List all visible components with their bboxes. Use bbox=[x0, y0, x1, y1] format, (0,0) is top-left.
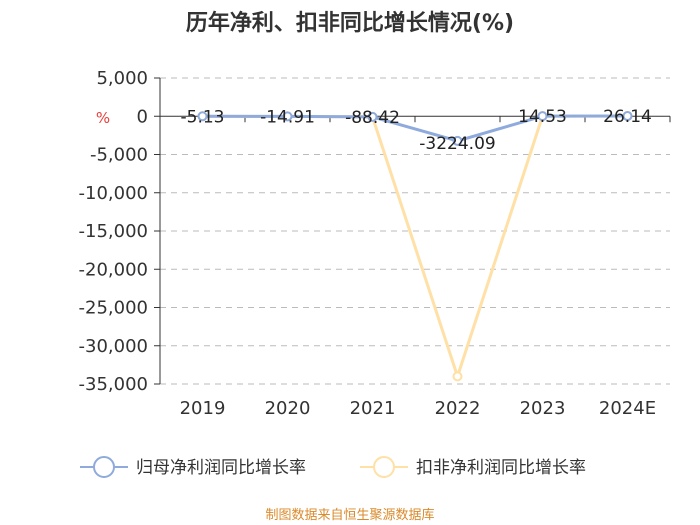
x-tick-label: 2020 bbox=[265, 398, 311, 419]
y-tick-label: -15,000 bbox=[79, 221, 148, 242]
data-label: 26.14 bbox=[603, 107, 652, 127]
data-label: -14.91 bbox=[260, 107, 315, 127]
legend-label-0: 归母净利润同比增长率 bbox=[136, 458, 306, 478]
series-lines bbox=[197, 111, 633, 382]
y-tick-label: -10,000 bbox=[79, 183, 148, 204]
data-point bbox=[622, 111, 633, 122]
legend-label-1: 扣非净利润同比增长率 bbox=[416, 458, 586, 478]
legend: 归母净利润同比增长率 扣非净利润同比增长率 bbox=[80, 456, 586, 478]
series-line-0 bbox=[202, 114, 628, 143]
data-point bbox=[367, 111, 378, 122]
y-tick-label: 5,000 bbox=[96, 68, 148, 89]
series-line-1 bbox=[202, 114, 628, 378]
x-tick-label: 2024E bbox=[599, 398, 656, 419]
y-tick-label: -20,000 bbox=[79, 259, 148, 280]
data-label: -5.13 bbox=[181, 107, 225, 127]
x-tick-label: 2023 bbox=[520, 398, 566, 419]
source-note: 制图数据来自恒生聚源数据库 bbox=[265, 507, 434, 523]
data-label: 14.53 bbox=[518, 107, 567, 127]
data-point bbox=[282, 111, 293, 122]
data-point bbox=[197, 111, 208, 122]
y-tick-label: 0 bbox=[137, 106, 148, 127]
y-tick-label: -35,000 bbox=[79, 374, 148, 395]
legend-marker-1 bbox=[373, 456, 395, 478]
y-unit-label: % bbox=[96, 109, 110, 127]
x-axis: 2019 2020 2021 2022 2023 2024E bbox=[159, 115, 671, 419]
data-point bbox=[452, 135, 463, 146]
y-tick-label: -25,000 bbox=[79, 298, 148, 319]
x-tick-label: 2019 bbox=[180, 398, 226, 419]
x-tick-label: 2021 bbox=[350, 398, 396, 419]
data-labels: -5.13 -14.91 -88.42 -3224.09 14.53 26.14 bbox=[181, 107, 652, 154]
data-point bbox=[452, 371, 463, 382]
legend-marker-0 bbox=[93, 456, 115, 478]
grid-lines bbox=[160, 77, 670, 385]
data-point bbox=[537, 111, 548, 122]
x-tick-label: 2022 bbox=[435, 398, 481, 419]
y-tick-label: -30,000 bbox=[79, 336, 148, 357]
data-label: -3224.09 bbox=[419, 134, 495, 154]
data-label: -88.42 bbox=[345, 108, 400, 128]
y-axis: 5,000 0 -5,000 -10,000 -15,000 -20,000 -25,000… bbox=[79, 68, 161, 395]
y-tick-label: -5,000 bbox=[90, 145, 148, 166]
chart-title: 历年净利、扣非同比增长情况(%) bbox=[186, 10, 514, 36]
